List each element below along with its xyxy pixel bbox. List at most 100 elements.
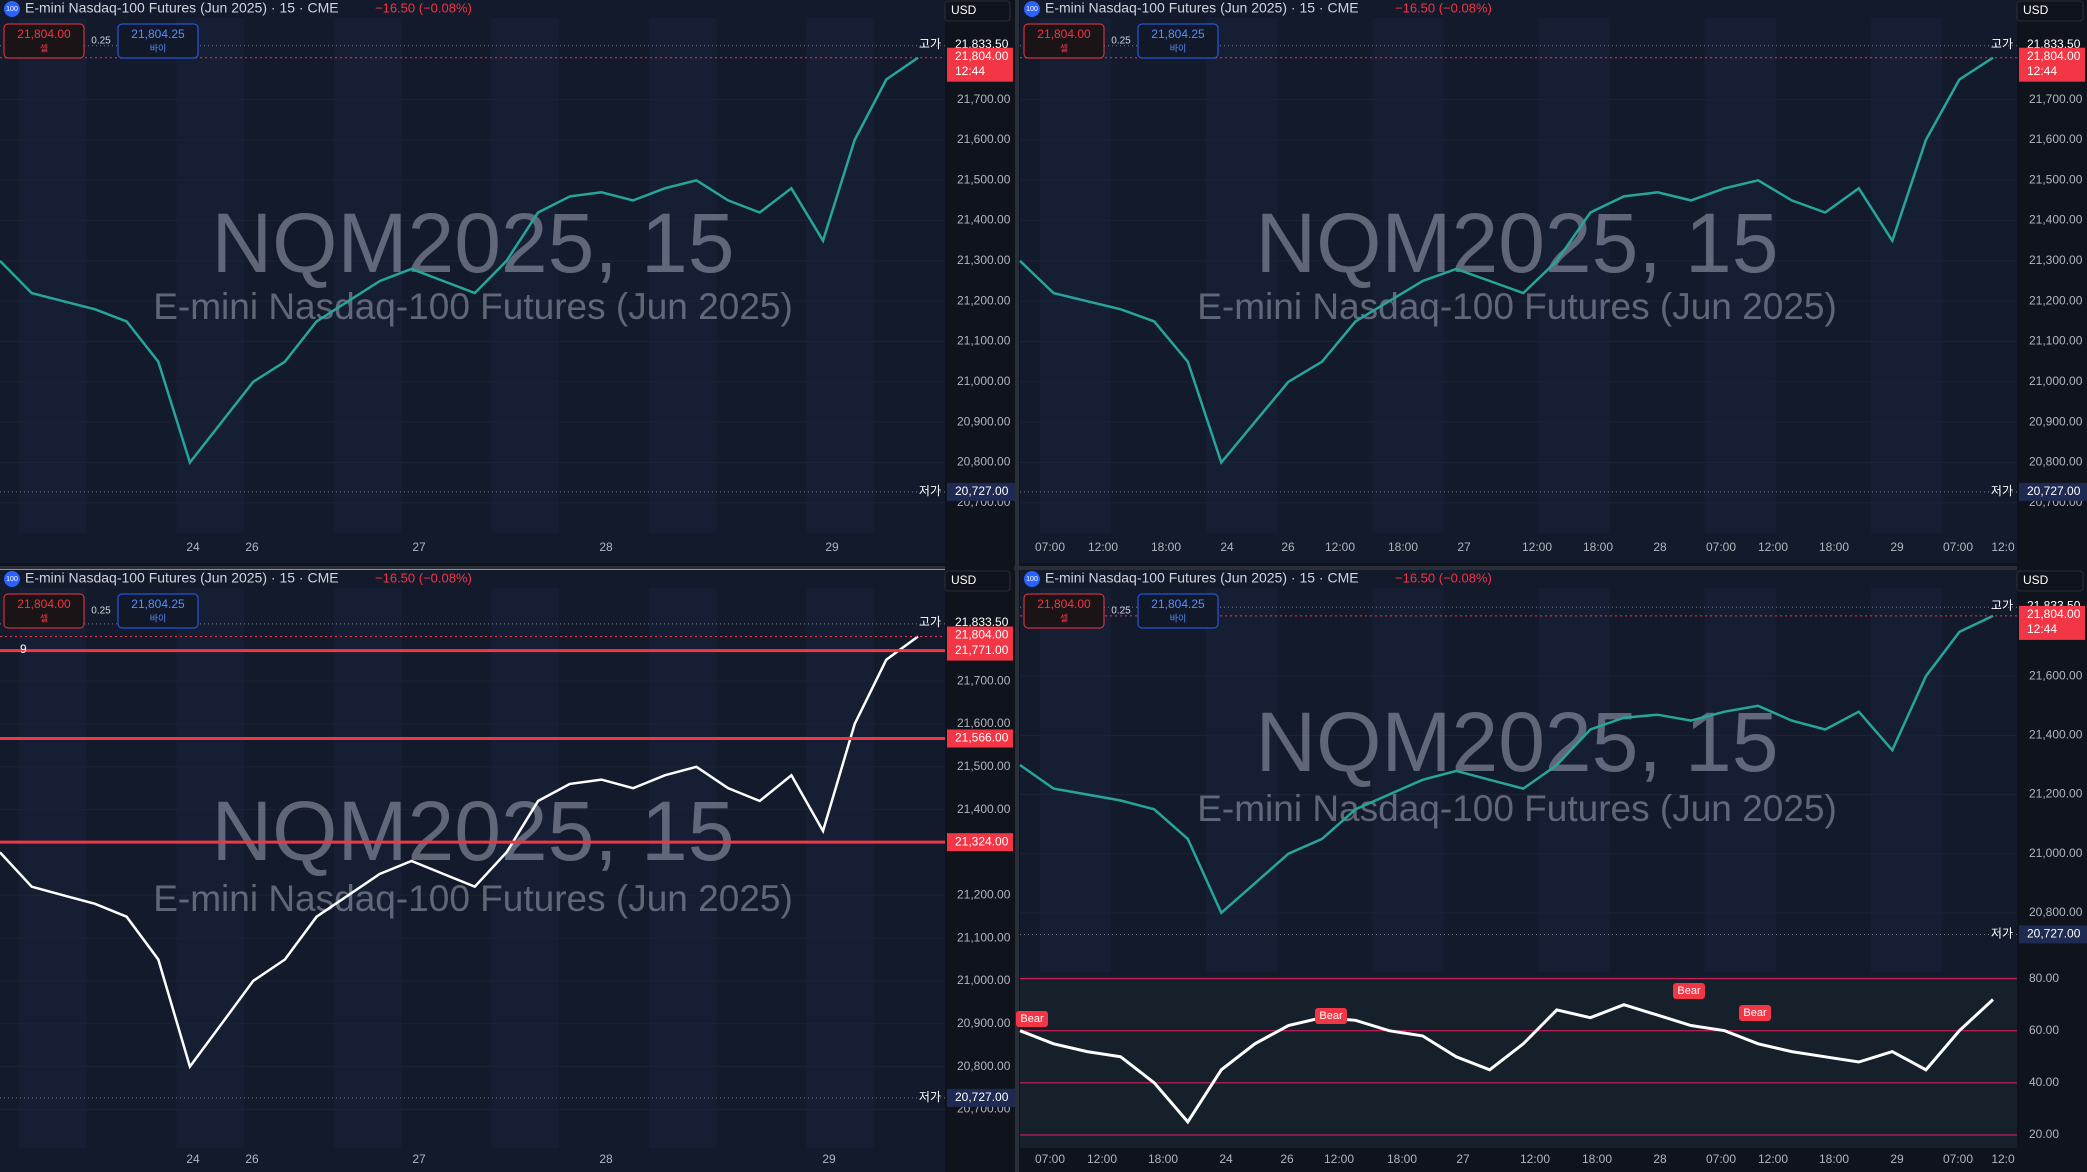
oscillator-tick-label: 40.00 <box>2029 1075 2059 1089</box>
plot-background <box>1020 0 2017 563</box>
y-tick-label: 20,800.00 <box>957 455 1011 469</box>
low-label: 저가 <box>1991 927 2013 941</box>
y-tick-label: 21,300.00 <box>957 253 1011 267</box>
sell-label: 셀 <box>40 43 48 53</box>
sell-price: 21,804.00 <box>1037 27 1091 41</box>
session-stripe <box>1870 588 1942 972</box>
session-stripe <box>1704 18 1776 533</box>
low-value: 20,727.00 <box>955 1090 1009 1104</box>
buy-label: 바이 <box>1170 613 1187 623</box>
oscillator-background <box>1020 976 2017 1148</box>
session-stripe <box>18 18 87 533</box>
currency-button[interactable] <box>2016 0 2084 22</box>
x-tick-label: 12:00 <box>1520 1152 1550 1166</box>
x-tick-label: 12:0 <box>1991 1152 2015 1166</box>
session-stripe <box>648 18 717 533</box>
session-stripe <box>491 18 559 533</box>
symbol-icon <box>4 571 20 587</box>
sell-button[interactable] <box>1023 23 1105 59</box>
currency-label: USD <box>951 3 977 17</box>
oscillator-tick-label: 60.00 <box>2029 1023 2059 1037</box>
buy-button[interactable] <box>1137 593 1219 629</box>
session-stripe <box>1538 18 1610 533</box>
x-tick-label: 12:00 <box>1758 1152 1788 1166</box>
x-tick-label: 29 <box>825 540 839 554</box>
currency-button[interactable] <box>2016 570 2084 592</box>
sell-button[interactable] <box>1023 593 1105 629</box>
y-tick-label: 21,500.00 <box>957 172 1011 186</box>
sell-button[interactable] <box>3 593 85 629</box>
currency-button[interactable] <box>944 570 1011 592</box>
x-tick-label: 28 <box>1653 1152 1667 1166</box>
y-tick-label: 21,000.00 <box>957 973 1011 987</box>
y-tick-label: 21,400.00 <box>2029 728 2083 742</box>
y-tick-label: 20,900.00 <box>2029 414 2083 428</box>
x-tick-label: 26 <box>245 1152 259 1166</box>
buy-label: 바이 <box>150 613 167 623</box>
symbol-title: E-mini Nasdaq-100 Futures (Jun 2025) · 1… <box>1045 0 1359 16</box>
x-tick-label: 18:00 <box>1819 540 1849 554</box>
price-line <box>1019 614 1994 915</box>
session-stripe <box>1538 588 1610 972</box>
low-label: 저가 <box>1991 484 2013 498</box>
watermark-name: E-mini Nasdaq-100 Futures (Jun 2025) <box>1197 788 1837 829</box>
y-tick-label: 21,200.00 <box>957 887 1011 901</box>
high-value: 21,833.50 <box>2027 37 2081 51</box>
y-tick-label: 21,000.00 <box>2029 374 2083 388</box>
watermark-name: E-mini Nasdaq-100 Futures (Jun 2025) <box>153 878 793 919</box>
y-tick-label: 21,200.00 <box>957 293 1011 307</box>
y-tick-label: 21,400.00 <box>957 802 1011 816</box>
y-tick-label: 21,300.00 <box>2029 253 2083 267</box>
price-axis-background <box>945 570 1014 1172</box>
watermark-ticker: NQM2025, 15 <box>212 196 735 290</box>
buy-button[interactable] <box>1137 23 1219 59</box>
x-tick-label: 07:00 <box>1035 1152 1065 1166</box>
y-tick-label: 20,800.00 <box>2029 905 2083 919</box>
x-tick-label: 12:00 <box>1087 1152 1117 1166</box>
oscillator-tick-label: 80.00 <box>2029 971 2059 985</box>
x-tick-label: 12:00 <box>1758 540 1788 554</box>
currency-label: USD <box>2023 3 2049 17</box>
x-tick-label: 07:00 <box>1943 540 1973 554</box>
x-tick-label: 27 <box>412 1152 426 1166</box>
last-badge <box>2019 605 2085 640</box>
x-tick-label: 26 <box>245 540 259 554</box>
x-tick-label: 18:00 <box>1151 540 1181 554</box>
plot-background <box>1020 570 2017 1002</box>
price-change: −16.50 (−0.08%) <box>375 0 472 15</box>
y-tick-label: 21,700.00 <box>957 92 1011 106</box>
last-value: 21,804.00 <box>2027 607 2081 621</box>
oscillator-line <box>1019 998 1995 1125</box>
last-badge <box>2019 47 2085 82</box>
y-tick-label: 21,700.00 <box>957 673 1011 687</box>
y-tick-label: 21,200.00 <box>2029 787 2083 801</box>
signal-label: Bear <box>1319 1010 1343 1022</box>
sell-button[interactable] <box>3 23 85 59</box>
high-value: 21,833.50 <box>955 615 1009 629</box>
low-value: 20,727.00 <box>955 484 1009 498</box>
x-tick-label: 18:00 <box>1388 540 1418 554</box>
low-badge <box>947 482 1015 501</box>
symbol-icon <box>1024 1 1040 17</box>
countdown: 12:44 <box>2027 622 2057 636</box>
y-tick-label: 21,600.00 <box>957 716 1011 730</box>
x-tick-label: 18:00 <box>1583 540 1613 554</box>
session-stripe <box>1039 18 1112 533</box>
currency-label: USD <box>2023 573 2049 587</box>
buy-button[interactable] <box>117 23 199 59</box>
sell-label: 셀 <box>1060 43 1068 53</box>
x-tick-label: 07:00 <box>1035 540 1065 554</box>
symbol-title: E-mini Nasdaq-100 Futures (Jun 2025) · 1… <box>1045 570 1359 586</box>
y-tick-label: 20,800.00 <box>957 1059 1011 1073</box>
watermark-name: E-mini Nasdaq-100 Futures (Jun 2025) <box>1197 286 1837 327</box>
currency-button[interactable] <box>944 0 1011 22</box>
buy-button[interactable] <box>117 593 199 629</box>
session-stripe <box>18 588 87 1148</box>
symbol-icon-text: 100 <box>6 576 18 583</box>
watermark-ticker: NQM2025, 15 <box>212 784 735 878</box>
buy-label: 바이 <box>1170 43 1187 53</box>
low-label: 저가 <box>919 484 941 498</box>
sell-label: 셀 <box>1060 613 1068 623</box>
low-badge <box>2019 925 2087 944</box>
level-badge <box>947 641 1013 660</box>
